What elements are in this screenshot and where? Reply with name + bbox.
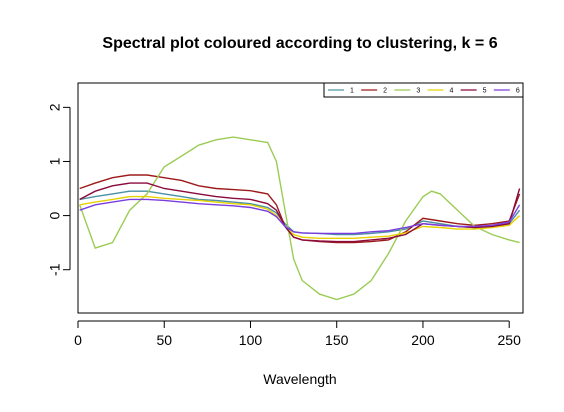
x-axis: 0 50 100 150 200 250 [74, 320, 522, 348]
legend-label-5: 5 [483, 88, 487, 95]
legend-label-6: 6 [516, 88, 520, 95]
legend-label-3: 3 [416, 88, 420, 95]
series-line-4 [79, 195, 521, 240]
series-line-3 [79, 136, 520, 301]
legend-box [323, 82, 524, 98]
legend: 1 2 3 4 5 6 [323, 82, 524, 98]
y-axis: -1 0 1 2 [47, 103, 71, 276]
y-tick-label-0: 0 [47, 211, 63, 219]
legend-label-2: 2 [383, 88, 387, 95]
x-tick-label-150: 150 [325, 332, 349, 348]
y-tick-label-1: 1 [47, 157, 63, 165]
legend-label-1: 1 [350, 88, 354, 95]
y-tick-label--1: -1 [47, 263, 63, 276]
series-line-1 [79, 190, 521, 236]
x-tick-label-50: 50 [156, 332, 172, 348]
chart-title: Spectral plot coloured according to clus… [102, 35, 497, 52]
x-tick-label-0: 0 [74, 332, 82, 348]
series-layer [79, 136, 521, 301]
x-axis-label: Wavelength [263, 371, 336, 387]
x-tick-label-250: 250 [498, 332, 522, 348]
legend-label-4: 4 [450, 88, 454, 95]
x-tick-label-100: 100 [239, 332, 263, 348]
x-tick-label-200: 200 [411, 332, 435, 348]
plot-area-frame [77, 82, 524, 314]
y-tick-label-2: 2 [47, 103, 63, 111]
series-line-6 [79, 198, 521, 235]
